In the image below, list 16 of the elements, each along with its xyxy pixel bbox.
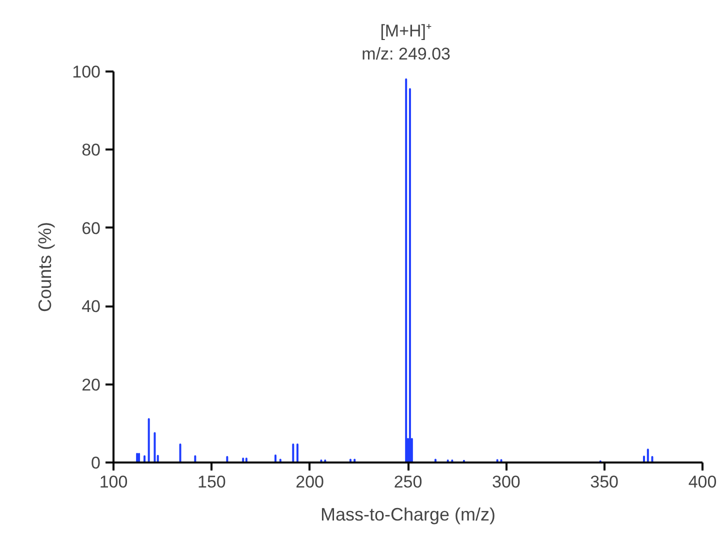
x-axis-title: Mass-to-Charge (m/z) (320, 504, 496, 524)
x-tick-label: 200 (296, 472, 324, 492)
y-tick-label: 60 (82, 218, 101, 238)
y-tick-label: 40 (82, 297, 101, 316)
annotation: [M+H]⁺ m/z: 249.03 (362, 22, 451, 64)
x-tick-label: 300 (492, 472, 520, 492)
x-tick-label: 100 (99, 472, 128, 492)
x-tick-label: 350 (590, 472, 619, 492)
x-tick-label: 250 (394, 472, 422, 492)
y-tick-label: 80 (82, 140, 101, 160)
y-tick-label: 100 (72, 62, 101, 82)
y-tick-label: 0 (91, 454, 101, 472)
y-axis-title: Counts (%) (35, 222, 56, 312)
x-tick-label: 150 (197, 472, 226, 492)
x-tick-label: 400 (688, 472, 717, 492)
y-tick-label: 20 (82, 375, 101, 394)
